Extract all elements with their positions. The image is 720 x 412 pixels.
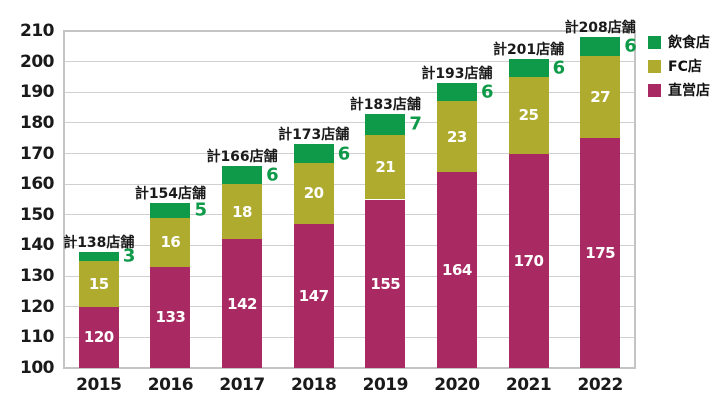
x-axis-tick-label: 2017 xyxy=(219,375,265,395)
bar-segment-fc xyxy=(150,217,191,267)
bar-segment-chokueiten xyxy=(580,138,621,368)
bar-segment-chokueiten xyxy=(150,266,191,368)
gridline xyxy=(65,61,634,63)
bar-segment-chokueiten xyxy=(508,153,549,368)
bar-segment-inshokuten xyxy=(293,144,334,163)
y-axis-tick-label: 160 xyxy=(20,174,55,195)
bar-value-fc: 16 xyxy=(160,233,181,252)
y-axis-tick-label: 130 xyxy=(20,266,55,287)
x-axis-tick-label: 2015 xyxy=(76,375,122,395)
gridline xyxy=(65,153,634,155)
legend-item: 飲食店 xyxy=(648,30,710,54)
x-axis-tick-label: 2021 xyxy=(505,375,552,395)
y-axis-tick-label: 150 xyxy=(20,204,55,225)
bar-segment-inshokuten xyxy=(580,37,621,56)
bar-value-fc: 27 xyxy=(590,87,611,106)
bar-value-chokueiten: 170 xyxy=(513,251,544,270)
chart-legend: 飲食店 FC店直営店 xyxy=(648,30,710,102)
bar-value-inshokuten: 6 xyxy=(337,143,351,165)
bar-value-chokueiten: 120 xyxy=(83,328,114,347)
bar-total-label: 計173店舗 xyxy=(278,127,350,144)
bar-total-label: 計208店舗 xyxy=(564,20,636,37)
bar-segment-fc xyxy=(365,135,406,200)
x-axis-tick-label: 2020 xyxy=(434,375,480,395)
bar-value-chokueiten: 155 xyxy=(370,274,401,293)
bar-total-label: 計183店舗 xyxy=(349,96,421,113)
bar-total-label: 計166店舗 xyxy=(206,148,278,165)
bar-segment-fc xyxy=(78,260,119,307)
gridline xyxy=(65,214,634,216)
y-axis-tick-label: 170 xyxy=(20,143,55,164)
y-axis-tick-label: 210 xyxy=(20,21,55,41)
bar-total-label: 計193店舗 xyxy=(421,66,493,83)
bar-value-fc: 15 xyxy=(88,274,109,293)
y-axis-tick-label: 100 xyxy=(20,358,55,378)
bar-segment-inshokuten xyxy=(150,202,191,218)
legend-label: FC店 xyxy=(668,59,702,75)
bar-value-fc: 21 xyxy=(375,158,396,177)
gridline xyxy=(65,336,634,338)
bar-segment-fc xyxy=(508,76,549,154)
bar-value-chokueiten: 142 xyxy=(227,294,257,313)
bar-value-inshokuten: 3 xyxy=(122,245,136,267)
bar-segment-fc xyxy=(436,101,477,172)
legend-label: 飲食店 xyxy=(668,35,710,51)
legend-swatch xyxy=(648,35,661,49)
y-axis-tick-label: 180 xyxy=(20,112,55,133)
bar-value-fc: 23 xyxy=(447,127,467,146)
gridline xyxy=(65,122,634,124)
y-axis-tick-label: 190 xyxy=(20,82,55,103)
bar-segment-fc xyxy=(293,162,334,224)
bar-value-inshokuten: 7 xyxy=(409,113,422,135)
bar-total-label: 計138店舗 xyxy=(63,234,135,251)
x-axis-tick-label: 2019 xyxy=(362,375,409,395)
gridline xyxy=(65,91,634,93)
x-axis-tick-label: 2018 xyxy=(291,375,337,395)
bar-value-chokueiten: 147 xyxy=(298,287,329,305)
bar-value-fc: 25 xyxy=(518,106,539,125)
legend-swatch xyxy=(648,59,661,73)
bar-value-inshokuten: 6 xyxy=(552,57,566,79)
gridline xyxy=(65,306,634,308)
bar-value-inshokuten: 6 xyxy=(480,81,494,103)
bar-segment-fc xyxy=(580,55,621,139)
bar-value-chokueiten: 133 xyxy=(155,308,186,327)
bar-segment-fc xyxy=(222,184,263,240)
y-axis-tick-label: 120 xyxy=(20,296,55,317)
bar-total-label: 計201店舗 xyxy=(492,41,565,58)
bar-segment-chokueiten xyxy=(436,171,477,368)
bar-segment-inshokuten xyxy=(222,165,263,185)
bar-segment-chokueiten xyxy=(293,224,334,368)
gridline xyxy=(65,183,634,185)
bar-value-inshokuten: 6 xyxy=(266,164,279,186)
bar-value-inshokuten: 5 xyxy=(194,199,207,221)
bar-value-fc: 18 xyxy=(232,202,252,221)
bar-value-chokueiten: 175 xyxy=(585,244,616,263)
bar-segment-inshokuten xyxy=(365,113,406,136)
bar-segment-chokueiten xyxy=(365,199,406,368)
legend-swatch xyxy=(648,83,661,97)
gridline xyxy=(65,275,634,277)
legend-item: 直営店 xyxy=(648,78,710,102)
bar-value-inshokuten: 6 xyxy=(624,35,637,57)
bar-total-label: 計154店舗 xyxy=(134,185,207,202)
y-axis-tick-label: 200 xyxy=(20,51,55,72)
y-axis-tick-label: 140 xyxy=(20,235,55,256)
bar-segment-inshokuten xyxy=(508,58,549,77)
bar-segment-inshokuten xyxy=(78,251,119,261)
bar-segment-chokueiten xyxy=(78,306,119,368)
legend-item: FC店 xyxy=(648,54,710,78)
legend-label: 直営店 xyxy=(668,83,710,99)
bar-segment-chokueiten xyxy=(222,239,263,368)
x-axis-tick-label: 2022 xyxy=(577,375,624,395)
bar-value-chokueiten: 164 xyxy=(442,260,472,279)
bar-value-fc: 20 xyxy=(303,184,324,203)
y-axis-tick-label: 110 xyxy=(20,327,55,348)
gridline xyxy=(65,244,634,246)
x-axis-tick-label: 2016 xyxy=(147,375,194,395)
bar-segment-inshokuten xyxy=(436,83,477,102)
